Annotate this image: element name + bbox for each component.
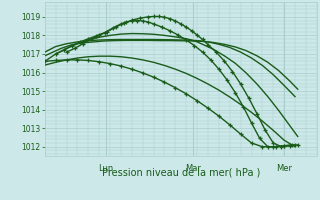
Text: Mer: Mer	[276, 164, 292, 173]
Text: Lun: Lun	[98, 164, 114, 173]
X-axis label: Pression niveau de la mer( hPa ): Pression niveau de la mer( hPa )	[102, 167, 260, 177]
Text: Mar: Mar	[185, 164, 201, 173]
